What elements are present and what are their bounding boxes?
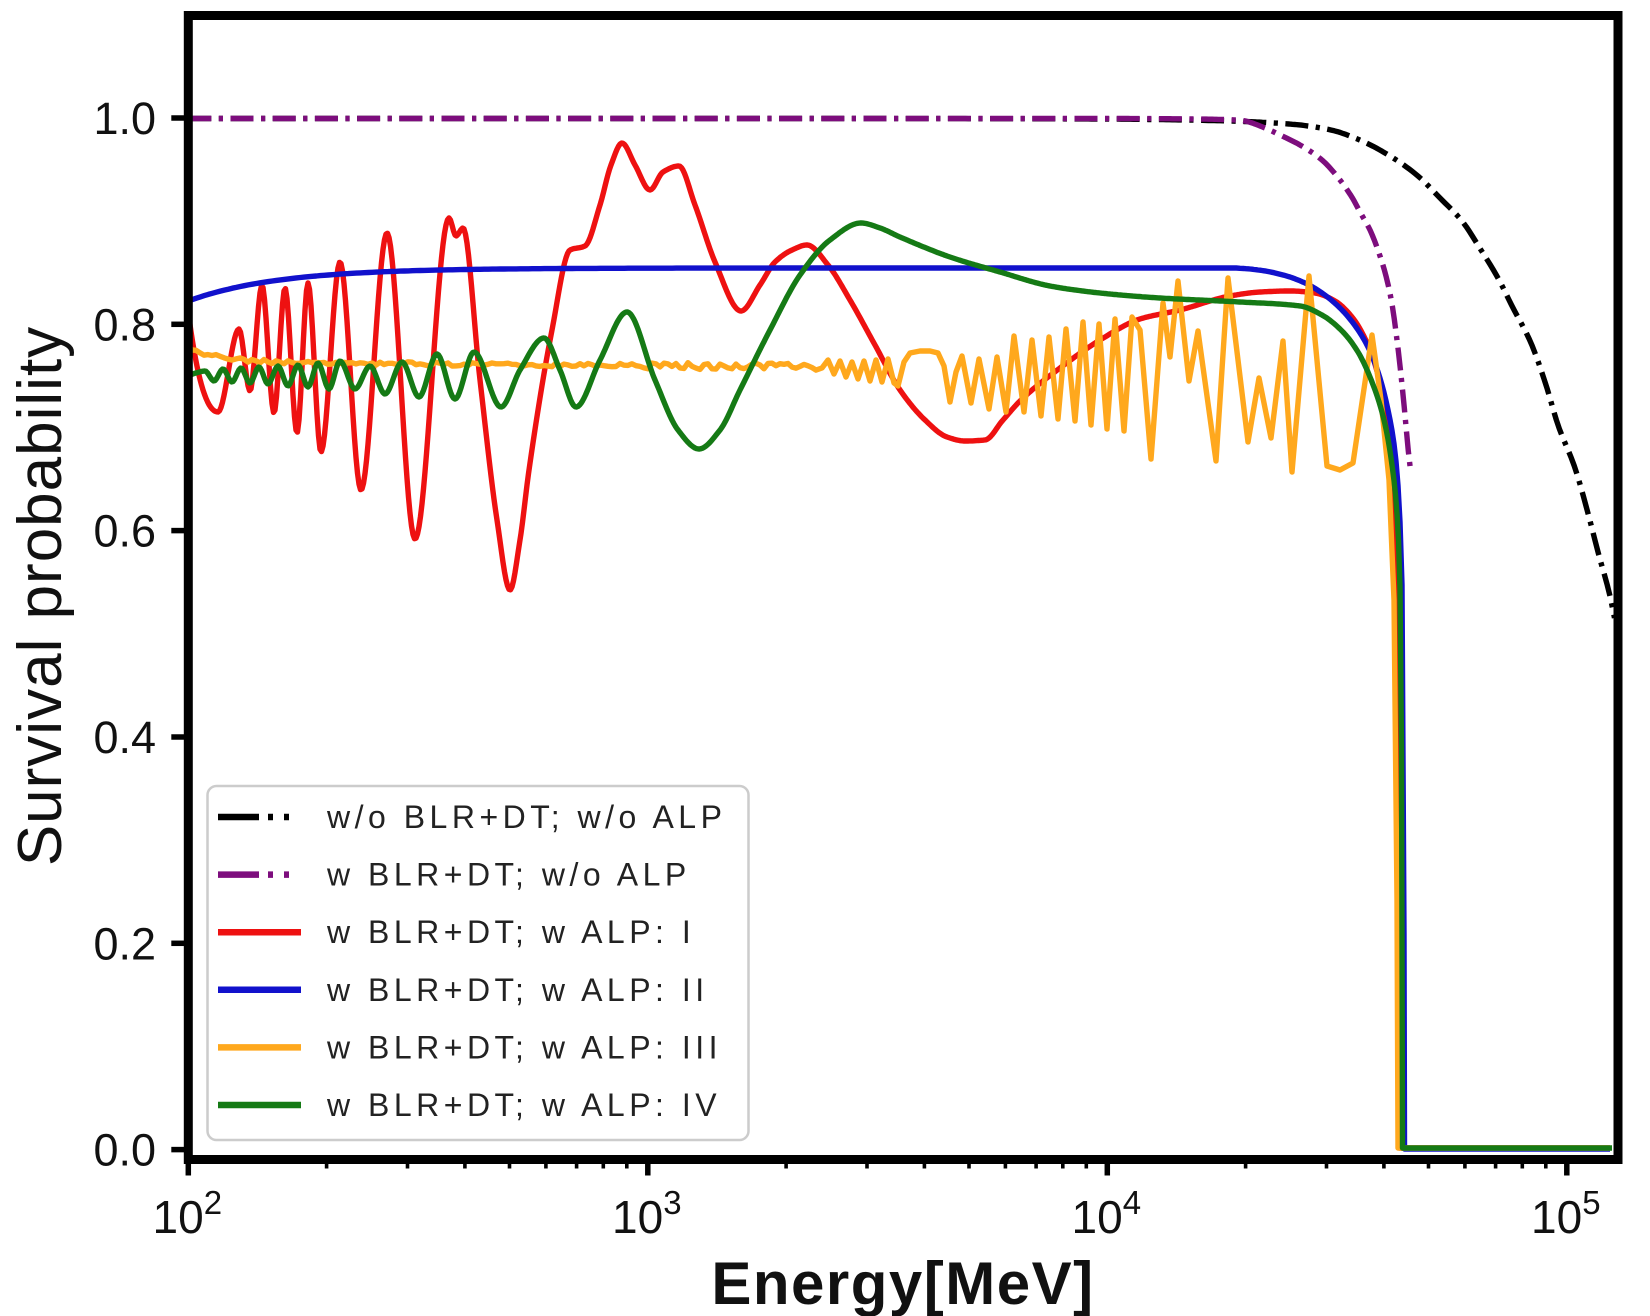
svg-text:w BLR+DT; w ALP: II: w BLR+DT; w ALP: II (326, 972, 709, 1008)
svg-text:w BLR+DT; w ALP: IV: w BLR+DT; w ALP: IV (326, 1087, 721, 1123)
svg-text:w BLR+DT; w/o ALP: w BLR+DT; w/o ALP (326, 857, 691, 893)
svg-text:w/o BLR+DT; w/o ALP: w/o BLR+DT; w/o ALP (326, 799, 726, 835)
svg-text:Survival probability: Survival probability (6, 326, 75, 866)
svg-text:0.2: 0.2 (93, 918, 156, 969)
svg-text:w BLR+DT; w ALP: III: w BLR+DT; w ALP: III (326, 1029, 722, 1065)
svg-text:1.0: 1.0 (93, 93, 156, 144)
svg-text:0.0: 0.0 (93, 1125, 156, 1176)
svg-text:Energy[MeV]: Energy[MeV] (711, 1250, 1094, 1316)
svg-text:0.4: 0.4 (93, 712, 156, 763)
svg-text:0.6: 0.6 (93, 506, 156, 557)
svg-text:0.8: 0.8 (93, 299, 156, 350)
svg-text:w BLR+DT; w ALP: I: w BLR+DT; w ALP: I (326, 914, 695, 950)
svg-text:105: 105 (1531, 1184, 1601, 1243)
